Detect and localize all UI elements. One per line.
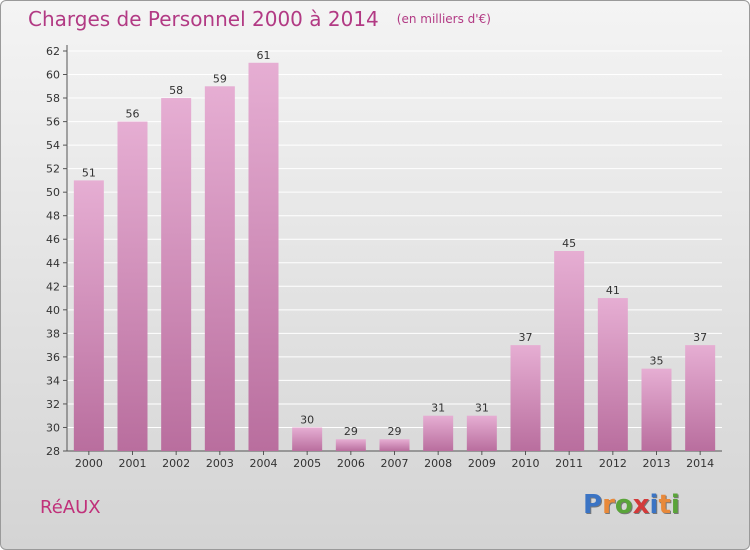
commune-name: RéAUX	[40, 497, 101, 518]
x-tick-label-2012: 2012	[599, 457, 627, 470]
x-tick-label-2008: 2008	[424, 457, 452, 470]
x-tick-label-2001: 2001	[119, 457, 147, 470]
bars	[73, 62, 716, 452]
y-tick-label: 28	[46, 445, 60, 458]
bar-2007	[379, 439, 410, 451]
bar-2014	[685, 345, 716, 451]
labels: 28 30 32 34 36 38 40 42 44 46 48 50 52 54 56 58 60 62 51 20…	[46, 45, 714, 470]
y-tick-label: 36	[46, 351, 60, 364]
x-tick-label-2003: 2003	[206, 457, 234, 470]
bar-2002	[161, 98, 192, 451]
y-tick-label: 30	[46, 421, 60, 434]
y-tick-label: 52	[46, 163, 60, 176]
data-label-2001: 56	[126, 108, 140, 121]
data-label-2004: 61	[257, 49, 271, 62]
x-tick-label-2009: 2009	[468, 457, 496, 470]
bar-2013	[641, 368, 672, 451]
y-tick-label: 56	[46, 116, 60, 129]
x-tick-label-2005: 2005	[293, 457, 321, 470]
chart-title: Charges de Personnel 2000 à 2014 (en mill…	[28, 7, 491, 31]
logo-letter: r	[602, 490, 615, 520]
data-label-2009: 31	[475, 402, 489, 415]
logo-letter: t	[658, 490, 671, 520]
data-label-2014: 37	[693, 331, 707, 344]
y-tick-label: 38	[46, 327, 60, 340]
bar-2009	[466, 415, 497, 451]
x-tick-label-2002: 2002	[162, 457, 190, 470]
data-label-2011: 45	[562, 237, 576, 250]
y-tick-label: 58	[46, 92, 60, 105]
y-tick-label: 50	[46, 186, 60, 199]
data-label-2008: 31	[431, 402, 445, 415]
y-tick-label: 46	[46, 233, 60, 246]
y-tick-label: 42	[46, 280, 60, 293]
data-label-2003: 59	[213, 72, 227, 85]
bar-2012	[597, 298, 628, 451]
y-tick-label: 60	[46, 69, 60, 82]
data-label-2000: 51	[82, 166, 96, 179]
data-label-2012: 41	[606, 284, 620, 297]
x-tick-label-2010: 2010	[512, 457, 540, 470]
bar-2008	[423, 415, 454, 451]
bar-2004	[248, 62, 279, 451]
y-tick-label: 48	[46, 210, 60, 223]
x-tick-label-2000: 2000	[75, 457, 103, 470]
logo-letter: i	[649, 490, 659, 520]
x-tick-label-2013: 2013	[643, 457, 671, 470]
x-tick-label-2006: 2006	[337, 457, 365, 470]
y-tick-label: 54	[46, 139, 60, 152]
logo-letter: i	[670, 490, 680, 520]
x-tick-label-2014: 2014	[686, 457, 714, 470]
data-label-2005: 30	[300, 413, 314, 426]
y-tick-label: 62	[46, 45, 60, 58]
x-tick-label-2011: 2011	[555, 457, 583, 470]
y-tick-label: 32	[46, 398, 60, 411]
bar-2006	[335, 439, 366, 451]
bar-2001	[117, 121, 148, 452]
data-label-2006: 29	[344, 425, 358, 438]
logo-letter: x	[632, 490, 650, 520]
chart-title-text: Charges de Personnel 2000 à 2014	[28, 7, 379, 31]
bar-2010	[510, 345, 541, 451]
bar-2011	[554, 251, 585, 451]
x-tick-label-2004: 2004	[250, 457, 278, 470]
y-tick-label: 34	[46, 374, 60, 387]
unit-note: (en milliers d'€)	[396, 12, 491, 26]
y-tick-label: 44	[46, 257, 60, 270]
bar-2003	[204, 86, 235, 451]
logo-letter: o	[614, 490, 633, 520]
proxiti-logo[interactable]: Proxiti	[583, 490, 680, 520]
logo-letter: P	[583, 490, 603, 520]
data-label-2002: 58	[169, 84, 183, 97]
x-tick-label-2007: 2007	[381, 457, 409, 470]
bar-2005	[292, 427, 323, 451]
y-tick-label: 40	[46, 304, 60, 317]
data-label-2013: 35	[650, 355, 664, 368]
bar-2000	[73, 180, 104, 452]
data-label-2010: 37	[519, 331, 533, 344]
data-label-2007: 29	[388, 425, 402, 438]
